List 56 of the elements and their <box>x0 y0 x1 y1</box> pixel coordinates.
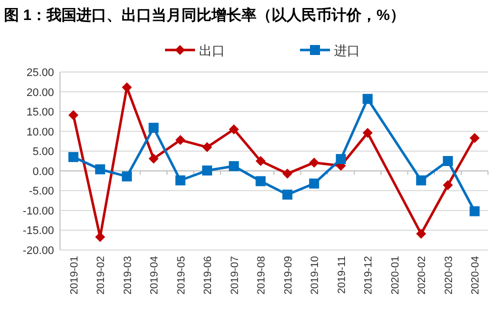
y-tick-label: -10.00 <box>22 205 54 218</box>
point <box>228 124 239 134</box>
legend-label: 进口 <box>334 43 360 58</box>
y-tick-label: -15.00 <box>22 225 54 238</box>
point <box>148 122 159 133</box>
point <box>309 158 320 168</box>
point <box>442 156 453 166</box>
point <box>470 206 480 216</box>
x-tick-label: 2019-07 <box>228 256 241 295</box>
point <box>175 175 186 186</box>
y-tick-label: -5.00 <box>28 186 54 198</box>
x-tick-label: 2020-04 <box>470 256 482 295</box>
chart-title: 图 1：我国进口、出口当月同比增长率（以人民币计价，%） <box>4 6 405 24</box>
y-tick-label: 0.00 <box>32 166 54 178</box>
x-tick-label: 2019-02 <box>95 256 108 295</box>
point <box>442 180 453 190</box>
point <box>175 135 186 146</box>
y-tick-label: -20.00 <box>22 245 54 257</box>
x-tick-label: 2019-10 <box>309 256 322 295</box>
x-tick-label: 2019-06 <box>202 256 214 295</box>
x-tick-label: 2020-03 <box>442 256 455 295</box>
point <box>362 94 373 104</box>
x-tick-label: 2020-01 <box>389 256 402 295</box>
point <box>148 154 159 164</box>
y-tick-label: 15.00 <box>26 106 54 119</box>
point <box>309 178 320 189</box>
point <box>416 228 426 239</box>
point <box>282 190 292 200</box>
x-tick-label: 2020-02 <box>416 256 428 295</box>
point <box>416 175 426 186</box>
y-tick-label: 20.00 <box>26 86 54 99</box>
point <box>202 142 212 152</box>
point <box>95 164 106 174</box>
y-tick-label: 25.00 <box>26 67 54 79</box>
x-tick-label: 2019-08 <box>256 256 268 295</box>
point <box>470 133 480 144</box>
point <box>282 168 292 179</box>
point <box>362 128 373 138</box>
x-tick-label: 2019-03 <box>122 256 134 295</box>
x-tick-label: 2019-12 <box>362 256 375 295</box>
point <box>256 156 266 166</box>
y-tick-label: 10.00 <box>26 126 54 138</box>
legend-label: 出口 <box>199 43 225 58</box>
point <box>68 152 78 162</box>
x-tick-label: 2019-09 <box>282 256 294 295</box>
point <box>68 110 78 120</box>
x-tick-label: 2019-05 <box>175 256 188 295</box>
point <box>336 154 346 164</box>
point <box>228 161 239 172</box>
x-tick-label: 2019-11 <box>336 256 348 294</box>
x-tick-label: 2019-04 <box>148 256 161 295</box>
point <box>256 176 266 186</box>
y-tick-label: 5.00 <box>32 146 54 158</box>
point <box>202 165 212 176</box>
point <box>122 171 132 182</box>
x-tick-label: 2019-01 <box>68 256 80 295</box>
